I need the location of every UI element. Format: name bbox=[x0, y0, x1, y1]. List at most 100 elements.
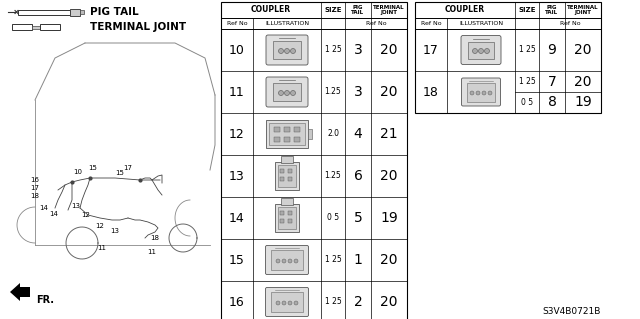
Bar bbox=[294, 127, 300, 131]
Text: 20: 20 bbox=[574, 43, 592, 57]
Text: S3V4B0721B: S3V4B0721B bbox=[543, 308, 601, 316]
Circle shape bbox=[285, 48, 289, 54]
Bar bbox=[415, 2, 601, 113]
Text: 17: 17 bbox=[124, 165, 132, 171]
Text: FR.: FR. bbox=[36, 295, 54, 305]
Text: 1 25: 1 25 bbox=[324, 298, 341, 307]
Text: 14: 14 bbox=[49, 211, 58, 217]
Text: 11: 11 bbox=[97, 245, 106, 251]
Text: 13: 13 bbox=[111, 228, 120, 234]
Text: Ref No: Ref No bbox=[227, 21, 247, 26]
Text: 13: 13 bbox=[72, 203, 81, 209]
Bar bbox=[269, 123, 305, 145]
Text: COUPLER: COUPLER bbox=[251, 5, 291, 14]
Bar bbox=[467, 83, 495, 101]
Bar bbox=[281, 156, 293, 163]
Text: 20: 20 bbox=[380, 295, 397, 309]
FancyBboxPatch shape bbox=[461, 35, 501, 64]
Text: 9: 9 bbox=[548, 43, 556, 57]
Text: 1 25: 1 25 bbox=[324, 46, 341, 55]
Text: 20: 20 bbox=[380, 85, 397, 99]
Text: 10: 10 bbox=[229, 43, 245, 56]
FancyBboxPatch shape bbox=[266, 35, 308, 65]
Text: 2.0: 2.0 bbox=[327, 130, 339, 138]
Text: 18: 18 bbox=[150, 235, 159, 241]
Circle shape bbox=[282, 301, 286, 305]
Text: 17: 17 bbox=[423, 43, 439, 56]
Text: 13: 13 bbox=[229, 169, 245, 182]
Text: 15: 15 bbox=[116, 170, 124, 176]
Bar bbox=[273, 41, 301, 59]
Text: 0 5: 0 5 bbox=[327, 213, 339, 222]
Text: TERMINAL
JOINT: TERMINAL JOINT bbox=[373, 5, 405, 15]
Text: 17: 17 bbox=[31, 185, 40, 191]
Bar bbox=[271, 250, 303, 270]
Text: 1 25: 1 25 bbox=[518, 46, 536, 55]
Text: 20: 20 bbox=[380, 43, 397, 57]
Text: 3: 3 bbox=[354, 43, 362, 57]
Text: 12: 12 bbox=[229, 128, 245, 140]
Bar bbox=[278, 207, 296, 229]
Text: 1: 1 bbox=[353, 253, 362, 267]
Bar bbox=[32, 26, 40, 28]
Circle shape bbox=[488, 91, 492, 95]
Circle shape bbox=[479, 48, 483, 54]
Text: 18: 18 bbox=[31, 193, 40, 199]
Circle shape bbox=[470, 91, 474, 95]
Bar bbox=[288, 177, 292, 181]
Text: 15: 15 bbox=[88, 165, 97, 171]
Text: 19: 19 bbox=[574, 95, 592, 109]
Text: 18: 18 bbox=[423, 85, 439, 99]
Bar bbox=[275, 162, 299, 190]
Circle shape bbox=[291, 48, 296, 54]
Bar bbox=[280, 219, 284, 223]
Bar bbox=[284, 137, 290, 142]
Circle shape bbox=[278, 91, 284, 95]
Text: 1 25: 1 25 bbox=[518, 77, 536, 86]
Bar bbox=[12, 24, 32, 30]
Text: 2: 2 bbox=[354, 295, 362, 309]
Bar bbox=[275, 204, 299, 232]
Circle shape bbox=[288, 259, 292, 263]
Bar bbox=[468, 41, 494, 58]
FancyBboxPatch shape bbox=[266, 77, 308, 107]
Circle shape bbox=[278, 48, 284, 54]
Text: 8: 8 bbox=[548, 95, 556, 109]
Text: 10: 10 bbox=[74, 169, 83, 175]
Bar bbox=[274, 137, 280, 142]
Bar bbox=[266, 120, 308, 148]
Text: 19: 19 bbox=[380, 211, 398, 225]
Bar bbox=[80, 10, 84, 14]
Bar bbox=[280, 169, 284, 173]
Text: PIG
TAIL: PIG TAIL bbox=[545, 5, 559, 15]
Bar bbox=[281, 198, 293, 205]
Text: PIG TAIL: PIG TAIL bbox=[90, 7, 139, 17]
Text: 1.25: 1.25 bbox=[324, 172, 341, 181]
Text: Ref No: Ref No bbox=[560, 21, 580, 26]
Text: 16: 16 bbox=[229, 295, 245, 308]
Circle shape bbox=[294, 259, 298, 263]
Bar bbox=[221, 2, 407, 319]
Text: 4: 4 bbox=[354, 127, 362, 141]
Text: 21: 21 bbox=[380, 127, 398, 141]
Bar bbox=[278, 165, 296, 187]
Bar bbox=[274, 127, 280, 131]
FancyBboxPatch shape bbox=[266, 287, 308, 316]
Bar bbox=[294, 137, 300, 142]
Text: 15: 15 bbox=[229, 254, 245, 266]
Text: 1.25: 1.25 bbox=[324, 87, 341, 97]
Circle shape bbox=[482, 91, 486, 95]
Bar bbox=[288, 219, 292, 223]
Bar bbox=[273, 83, 301, 101]
Circle shape bbox=[476, 91, 480, 95]
Text: COUPLER: COUPLER bbox=[445, 5, 485, 14]
FancyBboxPatch shape bbox=[266, 246, 308, 275]
Text: Ref No: Ref No bbox=[365, 21, 387, 26]
Circle shape bbox=[291, 91, 296, 95]
Text: 0 5: 0 5 bbox=[521, 98, 533, 107]
Circle shape bbox=[472, 48, 477, 54]
Text: Ref No: Ref No bbox=[420, 21, 442, 26]
Polygon shape bbox=[10, 283, 30, 301]
Circle shape bbox=[276, 259, 280, 263]
Text: 14: 14 bbox=[229, 211, 245, 225]
